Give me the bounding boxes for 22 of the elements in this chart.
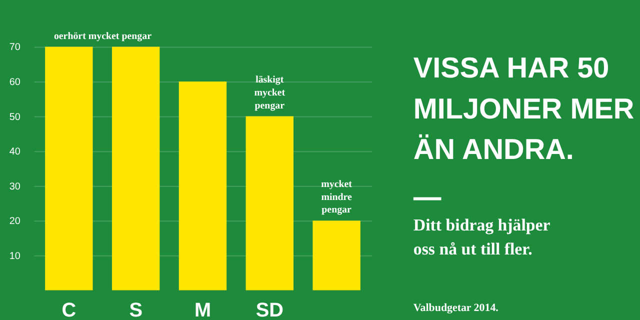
text: Ditt bidrag hjälper oss nå ut till fler. (413, 216, 551, 258)
text: Valbudgetar 2014. (413, 302, 499, 314)
y-tick-label: 20 (9, 216, 21, 228)
y-tick-label: 50 (9, 112, 21, 123)
bar (178, 82, 227, 290)
y-tick-label: 40 (9, 146, 21, 158)
y-tick-label: 70 (9, 42, 21, 54)
y-tick-label: 30 (9, 181, 21, 192)
x-tick-label: M (194, 300, 212, 320)
y-tick-label: 60 (9, 76, 21, 88)
bar (312, 220, 360, 290)
x-tick-label: C (62, 300, 76, 320)
bar (45, 46, 93, 290)
bar (112, 46, 160, 290)
text: VISSA HAR 50 MILJONER MER ÄN ANDRA. (413, 52, 634, 166)
annotation: mycket mindre pengar (321, 178, 353, 216)
annotation: läskigt mycket pengar (254, 74, 286, 112)
bar (246, 116, 294, 290)
x-tick-label: SD (256, 300, 284, 320)
x-tick-label: S (129, 300, 142, 320)
y-tick-label: 10 (9, 250, 21, 262)
text: oerhört mycket pengar (54, 30, 152, 42)
